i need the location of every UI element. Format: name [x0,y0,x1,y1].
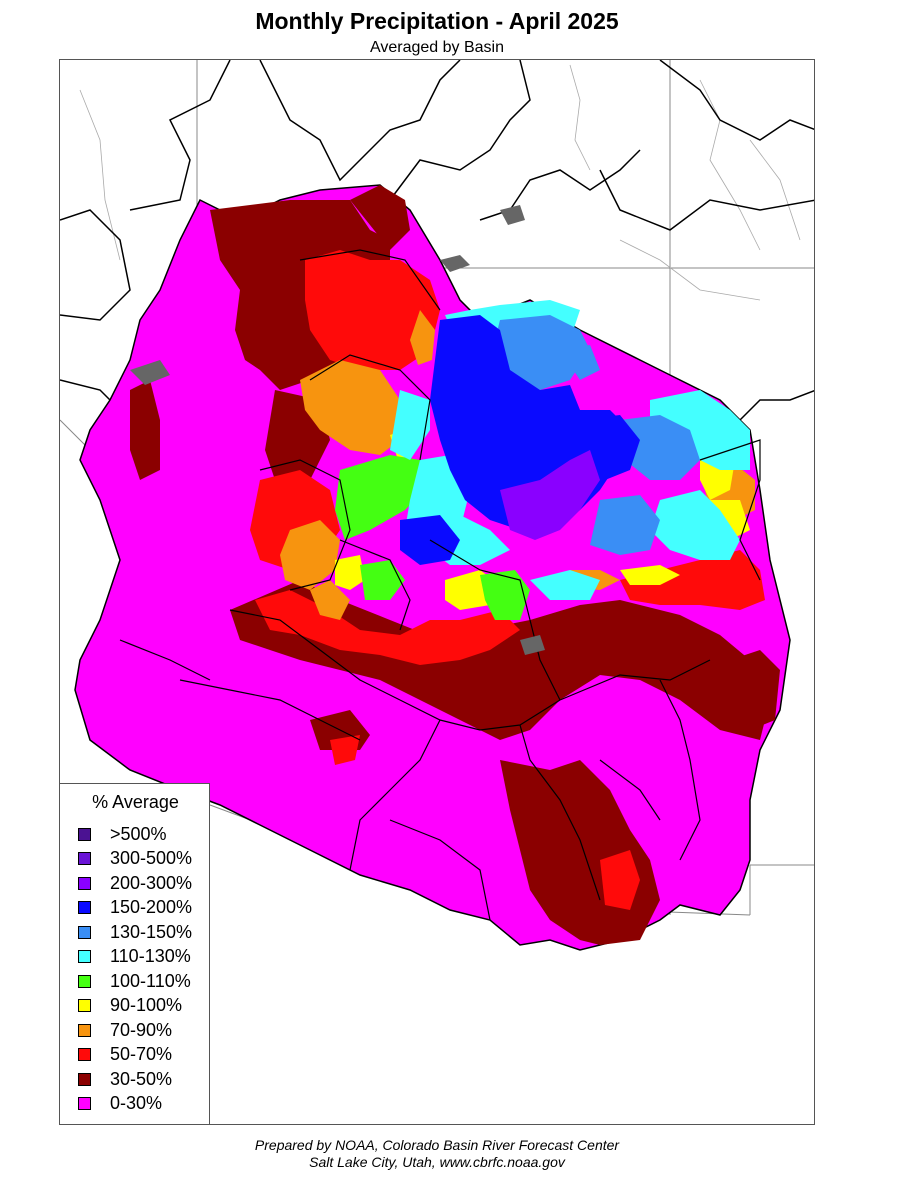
legend-item: >500% [78,822,192,847]
legend-label: 0-30% [110,1093,163,1114]
legend-swatch [78,1023,91,1037]
legend-item: 150-200% [78,896,192,921]
legend-label: 110-130% [110,946,191,967]
legend-label: 30-50% [110,1068,173,1089]
legend-swatch [78,925,91,939]
credit-line-2: Salt Lake City, Utah, www.cbrfc.noaa.gov [309,1154,565,1170]
legend-label: 200-300% [110,872,193,893]
legend-item: 0-30% [78,1092,192,1117]
legend-swatch [78,1072,91,1086]
legend-label: 150-200% [110,897,193,918]
legend-item: 300-500% [78,847,192,872]
legend-label: 100-110% [110,970,191,991]
legend-list: >500% 300-500% 200-300% 150-200% 130-150% 110… [78,822,192,1116]
legend-label: 50-70% [110,1044,173,1065]
map-title: Monthly Precipitation - April 2025 [255,8,619,34]
legend-label: 90-100% [110,995,183,1016]
legend-label: 130-150% [110,921,193,942]
legend-item: 200-300% [78,871,192,896]
legend-item: 90-100% [78,994,192,1019]
legend-label: 300-500% [110,848,193,869]
legend-swatch [78,1048,91,1062]
basin-map-graphic [60,60,814,951]
legend-swatch [78,999,91,1013]
legend-swatch [78,950,91,964]
legend-label: 70-90% [110,1019,173,1040]
legend-item: 50-70% [78,1043,192,1068]
legend-swatch [78,827,91,841]
legend-item: 30-50% [78,1067,192,1092]
credit: Prepared by NOAA, Colorado Basin River F… [0,1137,874,1171]
legend-item: 70-90% [78,1018,192,1043]
legend-title: % Average [92,792,179,812]
legend-swatch [78,852,91,866]
legend-swatch [78,901,91,915]
legend-item: 100-110% [78,969,192,994]
map-subtitle: Averaged by Basin [369,39,504,56]
legend-swatch [78,1097,91,1111]
legend: % Average >500% 300-500% 200-300% 150-200% 1… [59,783,210,1125]
legend-swatch [78,876,91,890]
legend-swatch [78,974,91,988]
legend-item: 110-130% [78,945,192,970]
legend-label: >500% [110,823,167,844]
legend-item: 130-150% [78,920,192,945]
credit-line-1: Prepared by NOAA, Colorado Basin River F… [254,1137,620,1153]
